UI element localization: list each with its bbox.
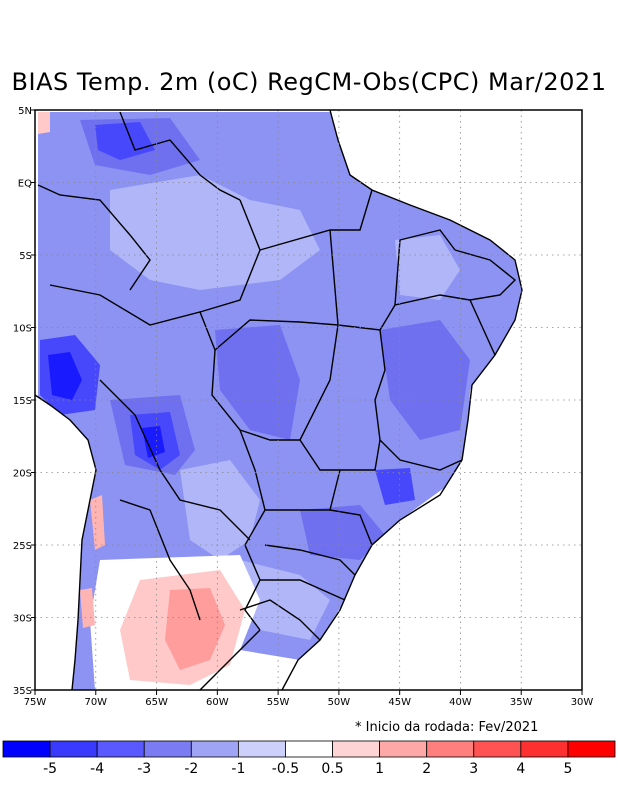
lon-tick-label: 50W (328, 697, 351, 708)
colorbar-label: -3 (137, 761, 151, 777)
bias-field-warm-coast (90, 495, 105, 550)
bias-field-strong-3 (95, 122, 155, 160)
pacific-ocean (35, 395, 96, 690)
colorbar-label: -4 (90, 761, 104, 777)
colorbar-label: 0.5 (321, 761, 343, 777)
colorbar-swatch (567, 740, 616, 758)
lon-tick-label: 40W (449, 697, 472, 708)
colorbar-swatch (49, 740, 98, 758)
colorbar-swatch (379, 740, 428, 758)
bias-field-deepest (48, 352, 82, 400)
colorbar-label: -5 (43, 761, 57, 777)
lat-tick-label: 30S (13, 614, 32, 625)
bias-field-medium-2 (215, 325, 300, 440)
lat-tick-label: 20S (13, 469, 32, 480)
colorbar-label: 5 (563, 761, 572, 777)
lat-tick-label: 5S (19, 251, 32, 262)
colorbar-swatch (143, 740, 192, 758)
bias-field-warm-coast-2 (80, 588, 95, 628)
colorbar-swatch (190, 740, 239, 758)
bias-field-warmer (165, 588, 225, 670)
run-start-note: * Inicio da rodada: Fev/2021 (355, 720, 539, 735)
colorbar-swatch (332, 740, 381, 758)
colorbar-swatch (426, 740, 475, 758)
colorbar-label: -0.5 (272, 761, 299, 777)
lon-tick-label: 75W (24, 697, 47, 708)
bias-field-medium-4 (300, 505, 385, 560)
lon-tick-label: 30W (571, 697, 594, 708)
lat-tick-label: EQ (18, 179, 32, 190)
colorbar-swatch (285, 740, 333, 758)
colorbar: -5 -4 -3 -2 -1 -0.5 0.5 1 2 3 4 5 (2, 740, 616, 777)
lat-tick-label: 35S (13, 686, 32, 697)
colorbar-swatch (473, 740, 522, 758)
lon-tick-label: 55W (267, 697, 290, 708)
lon-tick-label: 45W (388, 697, 411, 708)
lat-tick-label: 25S (13, 541, 32, 552)
atlantic-ocean (282, 110, 582, 690)
lon-tick-label: 60W (206, 697, 229, 708)
colorbar-swatch (237, 740, 286, 758)
colorbar-label: -1 (231, 761, 245, 777)
colorbar-label: 2 (422, 761, 431, 777)
lat-tick-label: 15S (13, 396, 32, 407)
lon-tick-label: 65W (145, 697, 168, 708)
colorbar-swatch (520, 740, 569, 758)
bias-field-light (110, 175, 320, 290)
bias-field-medium-3 (380, 320, 470, 440)
lon-tick-label: 70W (84, 697, 107, 708)
bias-field-light-4 (395, 235, 460, 300)
colorbar-label: 1 (375, 761, 384, 777)
lat-tick-label: 5N (18, 106, 32, 117)
boundaries (34, 109, 523, 691)
map-title: BIAS Temp. 2m (oC) RegCM-Obs(CPC) Mar/20… (11, 68, 607, 96)
colorbar-label: 4 (516, 761, 525, 777)
bias-field-warm-north (38, 112, 50, 134)
colorbar-label: -2 (184, 761, 198, 777)
bias-field-strong-4 (375, 468, 415, 505)
lat-tick-label: 10S (13, 324, 32, 335)
colorbar-swatch (96, 740, 145, 758)
colorbar-label: 3 (469, 761, 478, 777)
axis-ticks: 75W 70W 65W 60W 55W 50W 45W 40W 35W 30W 5N EQ 5S 10S 1… (13, 106, 593, 708)
lon-tick-label: 35W (510, 697, 533, 708)
bias-field-deepest-2 (142, 426, 165, 458)
colorbar-swatch (2, 740, 51, 758)
